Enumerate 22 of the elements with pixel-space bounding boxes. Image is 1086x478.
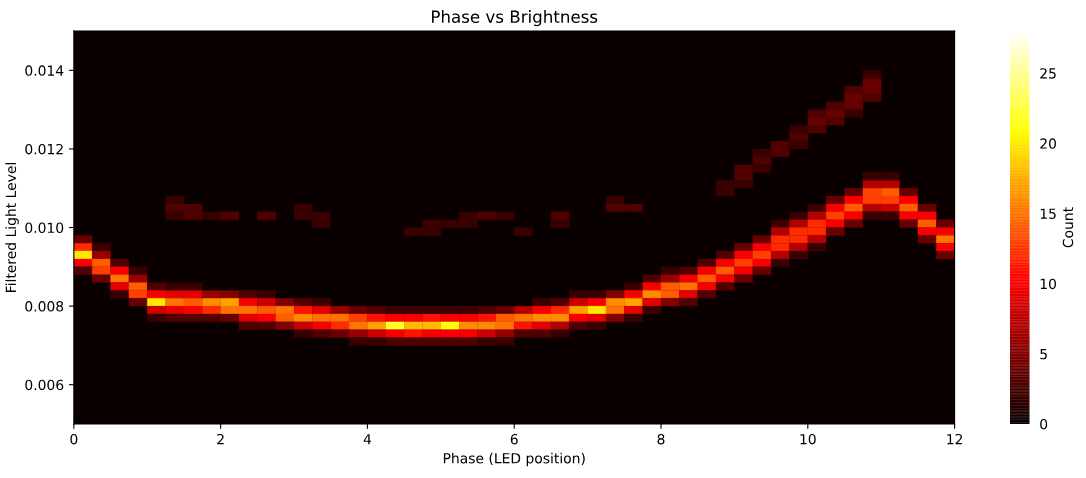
color-bar-label: 15 xyxy=(1040,208,1056,219)
color-bar-label: 25 xyxy=(1040,68,1056,79)
y-tick-label: 0.014 xyxy=(25,65,64,76)
x-tick-label: 8 xyxy=(657,433,665,445)
y-tick-label: 0.012 xyxy=(25,143,63,155)
y-tick-label: 0.006 xyxy=(25,379,64,391)
color-bar-label: 5 xyxy=(1040,348,1047,360)
y-tick-label: 0.010 xyxy=(25,222,64,233)
y-axis-title: Filtered Light Level xyxy=(5,163,19,292)
x-tick-label: 12 xyxy=(947,433,963,445)
color-bar-label: 10 xyxy=(1040,278,1056,290)
chart-title: Phase vs Brightness xyxy=(432,10,598,27)
x-tick-label: 2 xyxy=(217,433,224,445)
x-axis-title: Phase (LED position) xyxy=(443,452,585,467)
x-tick-label: 4 xyxy=(363,434,372,445)
x-tick-label: 6 xyxy=(510,433,518,445)
color-bar-title: Count xyxy=(1062,207,1074,248)
y-tick-label: 0.008 xyxy=(25,301,64,312)
x-tick-label: 0 xyxy=(70,433,78,445)
color-bar-label: 20 xyxy=(1040,138,1056,149)
x-tick-label: 10 xyxy=(800,433,816,445)
color-bar-label: 0 xyxy=(1040,418,1048,430)
